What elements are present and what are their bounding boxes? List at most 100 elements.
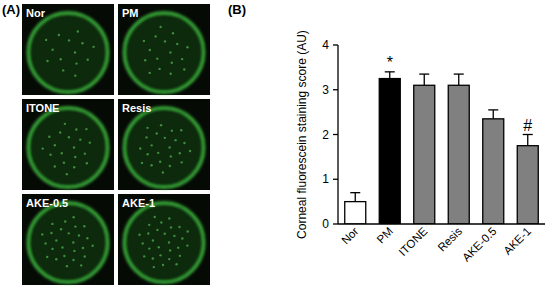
- stain-speck: [85, 128, 87, 130]
- bar: [414, 85, 435, 224]
- stain-speck: [168, 241, 170, 243]
- panel-label: (A): [2, 2, 20, 17]
- stain-speck: [159, 26, 161, 28]
- x-axis: [338, 223, 545, 224]
- error-bar: [424, 74, 425, 85]
- x-tick-label: ITONE: [396, 225, 429, 258]
- stain-speck: [160, 221, 162, 223]
- stain-speck: [68, 136, 70, 138]
- stain-speck: [68, 232, 70, 234]
- stain-speck: [168, 258, 170, 260]
- stain-speck: [91, 245, 93, 247]
- stain-speck: [79, 138, 81, 140]
- stain-speck: [186, 230, 188, 232]
- stain-speck: [155, 132, 157, 134]
- bar: [483, 119, 504, 224]
- stain-speck: [55, 258, 57, 260]
- eye-image: PM: [118, 4, 210, 95]
- y-tick: [333, 179, 338, 180]
- stain-speck: [143, 255, 145, 257]
- stain-speck: [159, 161, 161, 163]
- stain-speck: [46, 256, 48, 258]
- eye-image: AKE-1: [118, 194, 210, 285]
- stain-speck: [156, 57, 158, 59]
- stain-speck: [63, 255, 65, 257]
- image-bg: [118, 99, 210, 190]
- stain-speck: [183, 68, 185, 70]
- stain-speck: [176, 43, 178, 45]
- stain-speck: [61, 246, 63, 248]
- x-tick-label: PM: [374, 225, 395, 246]
- stain-speck: [150, 144, 152, 146]
- image-bg: [22, 99, 114, 190]
- stain-speck: [51, 49, 53, 51]
- stain-speck: [162, 171, 164, 173]
- stain-speck: [49, 154, 51, 156]
- stain-speck: [41, 233, 43, 235]
- stain-speck: [177, 246, 179, 248]
- stain-speck: [153, 266, 155, 268]
- error-bar: [389, 72, 390, 79]
- eye-image: Resis: [118, 99, 210, 190]
- cornea: [124, 203, 204, 283]
- error-cap: [454, 73, 464, 74]
- stain-speck: [84, 152, 86, 154]
- stain-speck: [82, 247, 84, 249]
- stain-speck: [154, 35, 156, 37]
- image-label: AKE-0.5: [26, 197, 68, 209]
- stain-speck: [60, 58, 62, 60]
- stain-speck: [175, 263, 177, 265]
- stain-speck: [64, 123, 66, 125]
- stain-speck: [44, 242, 46, 244]
- stain-speck: [164, 40, 166, 42]
- stain-speck: [141, 242, 143, 244]
- significance-mark: *: [387, 54, 393, 71]
- bar: [448, 85, 469, 224]
- stain-speck: [66, 173, 68, 175]
- stain-speck: [169, 165, 171, 167]
- stain-speck: [174, 139, 176, 141]
- canvas: (A)NorPMITONEResisAKE-0.5AKE-1(B)01234No…: [0, 0, 548, 296]
- significance-mark: #: [523, 117, 532, 134]
- stain-speck: [75, 62, 77, 64]
- stain-speck: [68, 39, 70, 41]
- stain-speck: [168, 217, 170, 219]
- cornea: [28, 203, 108, 283]
- x-tick-label: AKE-1: [501, 225, 533, 257]
- stain-speck: [149, 49, 151, 51]
- stain-speck: [59, 131, 61, 133]
- stain-speck: [89, 141, 91, 143]
- error-cap: [419, 73, 429, 74]
- y-tick-label: 0: [322, 217, 329, 231]
- plot-marks: [345, 72, 539, 224]
- image-bg: [118, 194, 210, 285]
- stain-speck: [78, 234, 80, 236]
- stain-speck: [74, 51, 76, 53]
- stain-speck: [180, 161, 182, 163]
- stain-speck: [84, 255, 86, 257]
- stain-speck: [141, 162, 143, 164]
- x-tick-label: AKE-0.5: [460, 225, 499, 264]
- stain-speck: [169, 51, 171, 53]
- y-tick: [333, 223, 338, 224]
- stain-speck: [158, 68, 160, 70]
- stain-speck: [147, 232, 149, 234]
- stain-speck: [72, 241, 74, 243]
- stain-speck: [171, 61, 173, 63]
- stain-speck: [183, 142, 185, 144]
- stain-speck: [179, 152, 181, 154]
- stain-speck: [180, 129, 182, 131]
- stain-speck: [83, 225, 85, 227]
- stain-speck: [73, 250, 75, 252]
- stain-speck: [139, 147, 141, 149]
- stain-speck: [54, 165, 56, 167]
- stain-speck: [75, 128, 77, 130]
- stain-speck: [156, 229, 158, 231]
- stain-speck: [164, 233, 166, 235]
- stain-speck: [73, 166, 75, 168]
- eye-image: ITONE: [22, 99, 114, 190]
- stain-speck: [173, 235, 175, 237]
- stain-speck: [162, 264, 164, 266]
- stain-speck: [73, 146, 75, 148]
- stain-speck: [186, 244, 188, 246]
